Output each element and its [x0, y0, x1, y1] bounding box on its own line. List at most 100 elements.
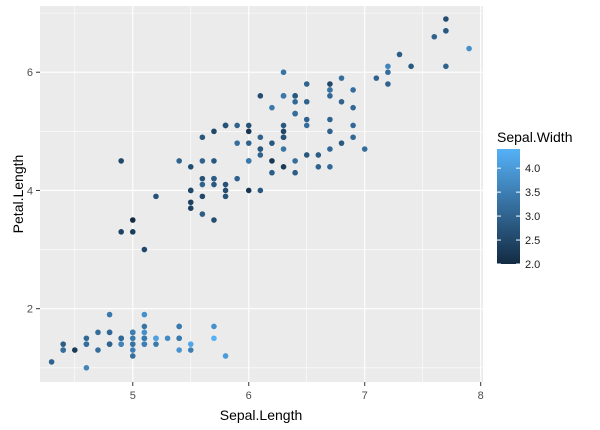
data-point: [280, 128, 287, 135]
legend-break-label: 2.0: [525, 259, 540, 271]
data-point: [95, 329, 101, 336]
data-point: [443, 16, 449, 22]
data-point: [245, 128, 252, 135]
x-axis: 5 6 7 8: [130, 382, 484, 402]
data-point: [222, 353, 229, 359]
data-point: [280, 164, 287, 170]
data-point: [141, 329, 148, 336]
data-point: [141, 323, 148, 330]
data-point: [83, 365, 90, 371]
data-point: [234, 122, 240, 129]
data-point: [385, 69, 391, 76]
data-point: [385, 63, 391, 70]
data-point: [222, 187, 229, 194]
data-point: [83, 341, 90, 347]
minor-gridlines: [40, 6, 483, 382]
data-point: [187, 347, 194, 353]
data-point: [199, 134, 206, 141]
data-point: [269, 158, 275, 164]
data-point: [303, 152, 310, 158]
data-point: [211, 335, 217, 342]
data-point: [187, 164, 194, 170]
data-point: [141, 246, 148, 253]
data-point: [280, 134, 287, 141]
data-point: [118, 335, 124, 342]
data-point: [95, 347, 101, 353]
plot-panel: [40, 6, 483, 382]
data-point: [118, 158, 124, 164]
data-point: [396, 51, 403, 58]
data-point: [257, 187, 264, 194]
data-point: [466, 45, 472, 52]
data-point: [141, 311, 148, 318]
data-points: [48, 16, 472, 371]
data-point: [118, 341, 124, 347]
data-point: [48, 359, 55, 365]
data-point: [327, 146, 333, 152]
data-point: [327, 93, 333, 99]
data-point: [129, 341, 136, 347]
data-point: [350, 122, 356, 129]
x-tick-label: 7: [362, 390, 368, 402]
data-point: [164, 335, 171, 342]
data-point: [257, 93, 264, 99]
legend-colorbar: [497, 149, 520, 264]
data-point: [327, 128, 333, 135]
data-point: [292, 169, 298, 176]
data-point: [199, 193, 206, 200]
data-point: [187, 187, 194, 194]
data-point: [327, 164, 333, 170]
legend-break-label: 4.0: [525, 163, 540, 175]
data-point: [222, 122, 229, 129]
data-point: [141, 341, 148, 347]
data-point: [245, 122, 252, 129]
y-tick-label: 6: [27, 67, 33, 79]
data-point: [257, 134, 264, 141]
data-point: [443, 28, 449, 34]
data-point: [176, 158, 182, 164]
data-point: [303, 116, 310, 123]
data-point: [443, 63, 449, 70]
data-point: [327, 81, 333, 87]
data-point: [222, 193, 229, 200]
data-point: [83, 335, 90, 342]
data-point: [373, 75, 380, 81]
data-point: [350, 87, 356, 93]
legend-break-label: 2.5: [525, 235, 540, 247]
data-point: [408, 63, 414, 70]
data-point: [303, 98, 310, 105]
data-point: [292, 110, 298, 117]
x-axis-title: Sepal.Length: [220, 407, 303, 423]
data-point: [129, 229, 136, 235]
y-axis: 2 4 6: [27, 67, 40, 316]
data-point: [129, 335, 136, 342]
legend-break-label: 3.0: [525, 211, 540, 223]
data-point: [315, 152, 322, 158]
data-point: [303, 122, 310, 129]
data-point: [350, 134, 356, 141]
data-point: [280, 146, 287, 152]
data-point: [187, 341, 194, 347]
data-point: [153, 193, 159, 200]
data-point: [176, 335, 182, 342]
data-point: [315, 164, 322, 170]
data-point: [176, 323, 182, 330]
data-point: [327, 87, 333, 93]
data-point: [280, 93, 287, 99]
legend-break-label: 3.5: [525, 187, 540, 199]
data-point: [153, 341, 159, 347]
data-point: [431, 33, 438, 40]
data-point: [245, 158, 252, 164]
data-point: [269, 169, 275, 176]
data-point: [280, 69, 287, 76]
data-point: [280, 122, 287, 129]
legend-ticks: 2.0 2.5 3.0 3.5 4.0: [497, 163, 540, 271]
data-point: [106, 329, 113, 336]
data-point: [211, 175, 217, 182]
data-point: [199, 181, 206, 188]
data-point: [257, 152, 264, 158]
data-point: [222, 181, 229, 188]
data-point: [187, 205, 194, 211]
data-point: [211, 181, 217, 188]
